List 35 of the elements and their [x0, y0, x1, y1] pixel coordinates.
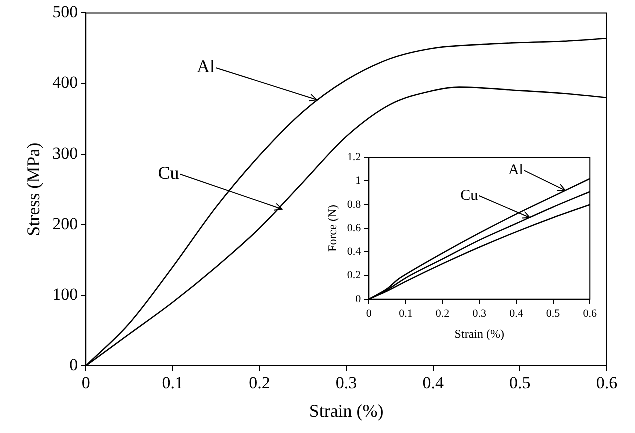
annotation: Cu [460, 188, 479, 204]
y-tick-label: 1 [356, 175, 362, 188]
x-tick-label: 0.3 [472, 308, 488, 320]
y-tick-label: 0.6 [347, 222, 362, 234]
y-tick-label: 500 [52, 2, 78, 22]
x-tick-label: 0 [366, 308, 372, 320]
x-tick-label: 0.3 [336, 374, 358, 393]
x-tick-label: 0.6 [596, 374, 618, 393]
annotation: Cu [158, 163, 180, 184]
y-tick-label: 100 [52, 284, 78, 304]
y-tick-label: 0.2 [347, 270, 362, 282]
x-tick-label: 0.4 [422, 374, 444, 393]
y-tick-label: 300 [52, 144, 78, 163]
annotation: Al [197, 56, 216, 77]
x-tick-label: 0.2 [436, 308, 450, 320]
x-tick-label: 0.5 [546, 308, 561, 320]
x-tick-label: 0.2 [249, 374, 270, 393]
x-tick-label: 0.1 [399, 308, 413, 320]
y-tick-label: 0.4 [347, 246, 362, 258]
y-tick-label: 400 [52, 73, 78, 92]
y-tick-label: 200 [52, 214, 78, 234]
annotation: Al [508, 162, 524, 179]
y-axis-title: Stress (MPa) [24, 142, 44, 236]
y-tick-label: 0 [356, 293, 362, 306]
y-tick-label: 0.8 [347, 198, 362, 211]
x-tick-label: 0 [82, 374, 90, 393]
y-axis-title: Force (N) [325, 205, 340, 252]
x-tick-label: 0.5 [510, 374, 531, 393]
x-tick-label: 0.4 [510, 308, 524, 320]
x-axis-title: Strain (%) [309, 400, 384, 421]
x-axis-title: Strain (%) [454, 326, 504, 341]
x-tick-label: 0.6 [583, 308, 598, 320]
y-tick-label: 1.2 [347, 151, 362, 164]
x-tick-label: 0.1 [162, 374, 184, 393]
y-tick-label: 0 [70, 355, 78, 374]
